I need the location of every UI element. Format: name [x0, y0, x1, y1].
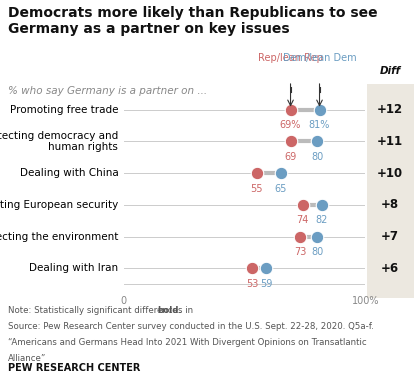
Text: +6: +6 [381, 262, 399, 275]
Text: +7: +7 [381, 230, 399, 243]
Text: 59: 59 [260, 279, 273, 289]
Text: +10: +10 [377, 167, 403, 180]
Text: Dem/lean Dem: Dem/lean Dem [283, 53, 356, 63]
Text: 80: 80 [311, 152, 323, 162]
Text: 55: 55 [250, 184, 263, 194]
Text: Source: Pew Research Center survey conducted in the U.S. Sept. 22-28, 2020. Q5a-: Source: Pew Research Center survey condu… [8, 322, 374, 331]
Text: Note: Statistically significant differences in: Note: Statistically significant differen… [8, 306, 196, 315]
Text: 81%: 81% [309, 120, 330, 130]
Text: 73: 73 [294, 247, 306, 257]
Text: +12: +12 [377, 103, 403, 116]
Text: Diff: Diff [380, 66, 401, 76]
Text: 74: 74 [297, 215, 309, 225]
Text: +8: +8 [381, 198, 399, 211]
Text: 82: 82 [316, 215, 328, 225]
Text: +11: +11 [377, 135, 403, 148]
Text: Democrats more likely than Republicans to see
Germany as a partner on key issues: Democrats more likely than Republicans t… [8, 6, 378, 36]
Text: PEW RESEARCH CENTER: PEW RESEARCH CENTER [8, 363, 141, 373]
Text: “Americans and Germans Head Into 2021 With Divergent Opinions on Transatlantic: “Americans and Germans Head Into 2021 Wi… [8, 338, 367, 347]
Text: Alliance”: Alliance” [8, 354, 47, 363]
Text: % who say Germany is a partner on ...: % who say Germany is a partner on ... [8, 86, 207, 95]
Text: Rep/lean Rep: Rep/lean Rep [258, 53, 323, 63]
Text: 69%: 69% [280, 120, 301, 130]
Text: 53: 53 [246, 279, 258, 289]
Text: 80: 80 [311, 247, 323, 257]
Text: 65: 65 [275, 184, 287, 194]
Text: bold.: bold. [158, 306, 182, 315]
Text: 69: 69 [284, 152, 297, 162]
